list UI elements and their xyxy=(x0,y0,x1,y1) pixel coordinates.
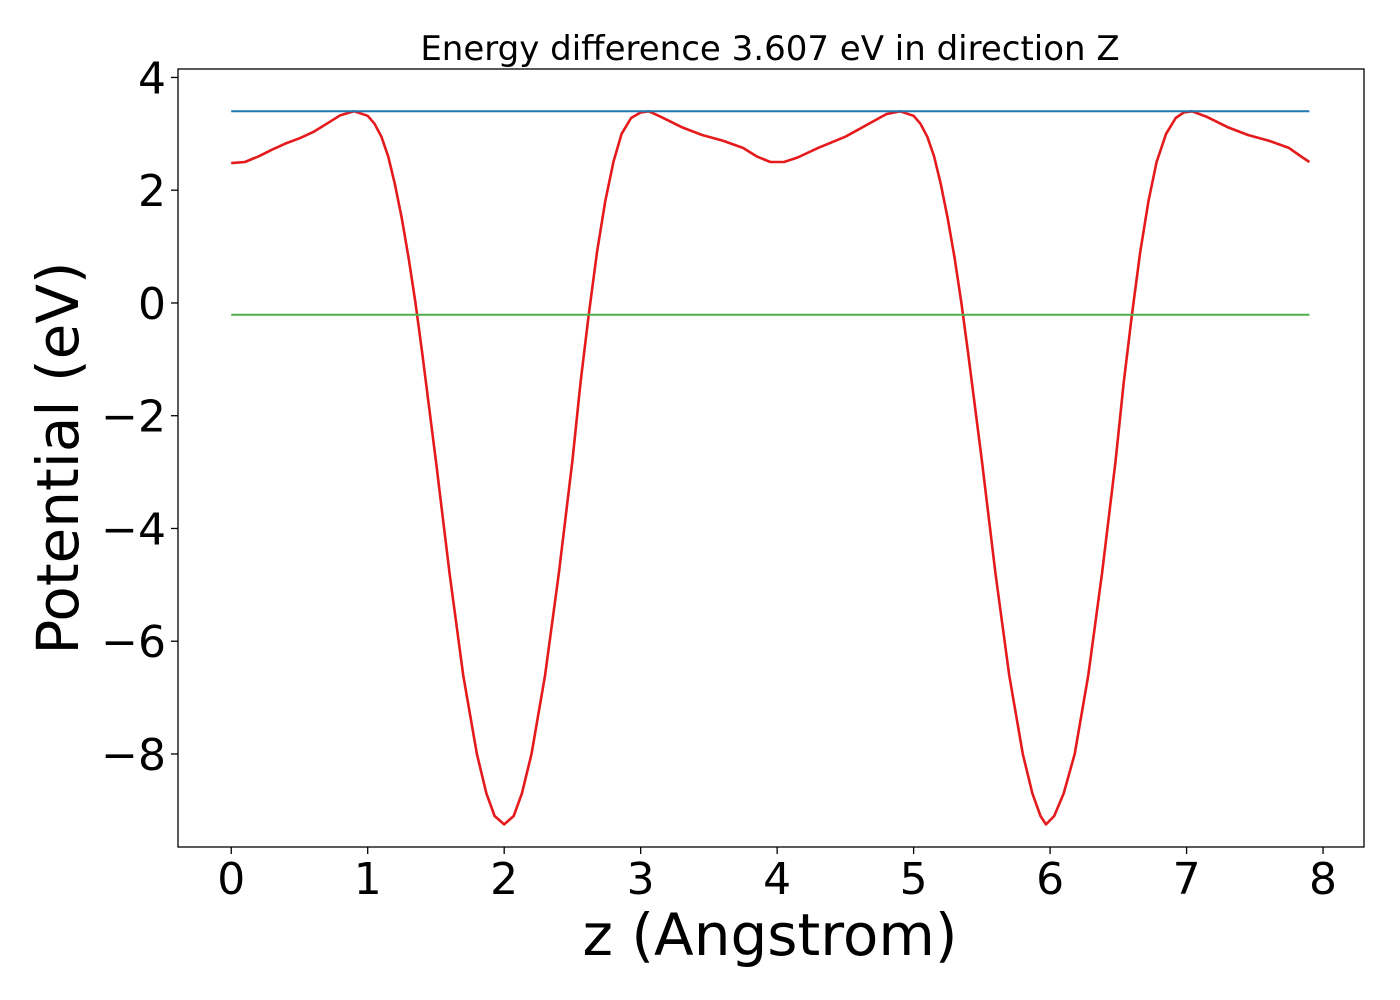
y-tick-label: −8 xyxy=(101,730,166,781)
y-tick-label: 0 xyxy=(138,279,166,330)
x-tick-label: 1 xyxy=(354,854,382,905)
y-axis: 4 2 0 −2 −4 −6 −8 xyxy=(101,53,178,781)
x-axis: 0 1 2 3 4 5 6 7 8 xyxy=(217,847,1337,905)
chart-title: Energy difference 3.607 eV in direction … xyxy=(420,29,1119,69)
x-tick-label: 4 xyxy=(763,854,791,905)
y-tick-label: 4 xyxy=(138,53,166,104)
series-layer xyxy=(231,110,1311,826)
x-tick-label: 0 xyxy=(217,854,245,905)
x-tick-label: 6 xyxy=(1036,854,1064,905)
x-tick-label: 3 xyxy=(627,854,655,905)
x-axis-label: z (Angstrom) xyxy=(583,901,958,969)
x-tick-label: 8 xyxy=(1309,854,1337,905)
y-tick-label: 2 xyxy=(138,166,166,217)
x-tick-label: 7 xyxy=(1173,854,1201,905)
y-axis-label: Potential (eV) xyxy=(24,261,92,654)
x-tick-label: 5 xyxy=(900,854,928,905)
y-tick-label: −4 xyxy=(101,504,166,555)
y-tick-label: −6 xyxy=(101,617,166,668)
x-tick-label: 2 xyxy=(490,854,518,905)
series-line-0 xyxy=(231,110,1311,826)
y-tick-label: −2 xyxy=(101,392,166,443)
plot-frame xyxy=(177,68,1365,848)
